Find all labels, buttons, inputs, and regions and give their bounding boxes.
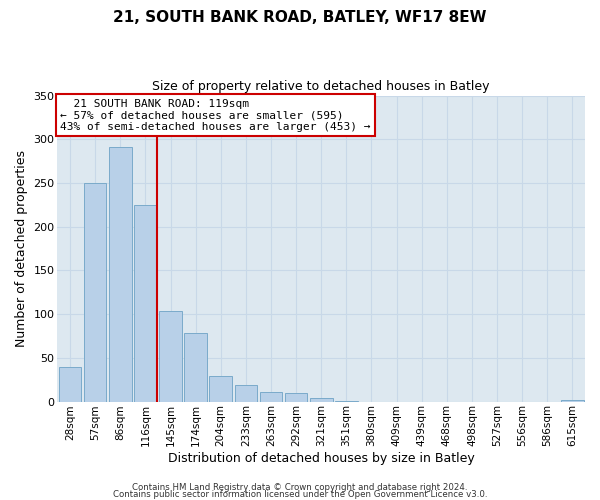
Y-axis label: Number of detached properties: Number of detached properties <box>15 150 28 347</box>
Bar <box>235 385 257 402</box>
Bar <box>285 393 307 402</box>
Bar <box>310 398 332 402</box>
Bar <box>159 312 182 402</box>
Bar <box>84 183 106 402</box>
Text: 21 SOUTH BANK ROAD: 119sqm  
← 57% of detached houses are smaller (595)
43% of s: 21 SOUTH BANK ROAD: 119sqm ← 57% of deta… <box>60 98 371 132</box>
Bar <box>59 368 82 402</box>
Bar <box>260 392 282 402</box>
Text: 21, SOUTH BANK ROAD, BATLEY, WF17 8EW: 21, SOUTH BANK ROAD, BATLEY, WF17 8EW <box>113 10 487 25</box>
X-axis label: Distribution of detached houses by size in Batley: Distribution of detached houses by size … <box>168 452 475 465</box>
Bar <box>184 334 207 402</box>
Bar <box>335 400 358 402</box>
Bar <box>209 376 232 402</box>
Text: Contains HM Land Registry data © Crown copyright and database right 2024.: Contains HM Land Registry data © Crown c… <box>132 484 468 492</box>
Title: Size of property relative to detached houses in Batley: Size of property relative to detached ho… <box>152 80 490 93</box>
Text: Contains public sector information licensed under the Open Government Licence v3: Contains public sector information licen… <box>113 490 487 499</box>
Bar <box>561 400 584 402</box>
Bar <box>109 147 131 402</box>
Bar <box>134 205 157 402</box>
